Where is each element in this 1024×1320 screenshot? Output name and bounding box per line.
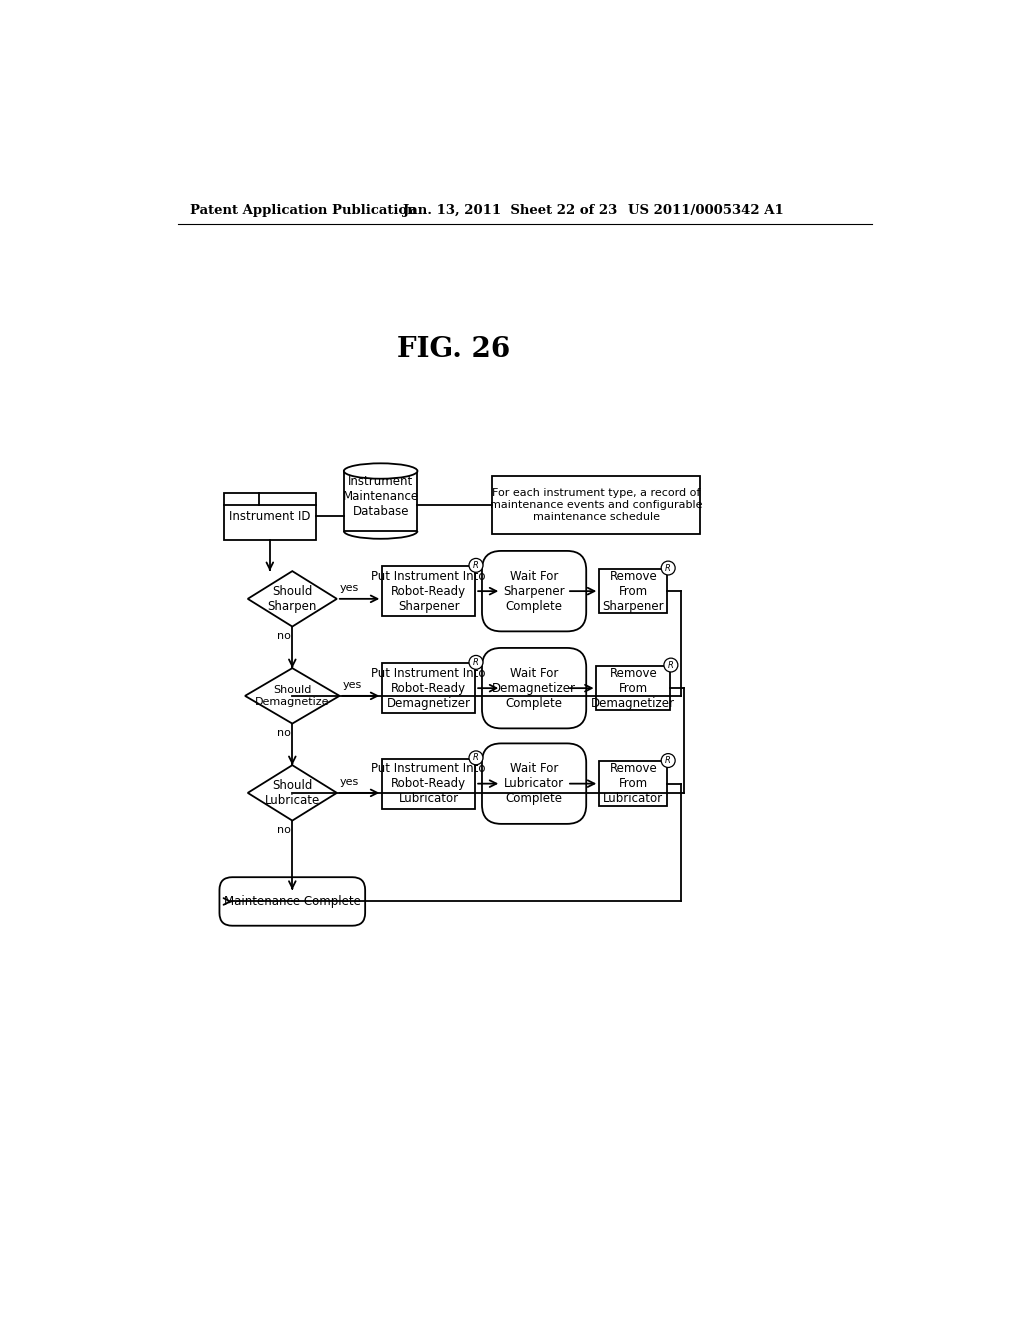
Text: Jan. 13, 2011  Sheet 22 of 23: Jan. 13, 2011 Sheet 22 of 23 xyxy=(403,205,617,218)
Text: Remove
From
Demagnetizer: Remove From Demagnetizer xyxy=(591,667,675,710)
Text: yes: yes xyxy=(340,777,359,787)
Text: no: no xyxy=(276,825,291,836)
Ellipse shape xyxy=(344,463,418,479)
Text: Maintenance Complete: Maintenance Complete xyxy=(224,895,360,908)
Bar xyxy=(224,494,315,540)
Text: R: R xyxy=(668,660,674,669)
Circle shape xyxy=(469,751,483,764)
Text: R: R xyxy=(666,564,671,573)
FancyBboxPatch shape xyxy=(219,878,366,925)
Text: Instrument ID: Instrument ID xyxy=(229,510,310,523)
Text: Wait For
Demagnetizer
Complete: Wait For Demagnetizer Complete xyxy=(493,667,577,710)
Text: For each instrument type, a record of
maintenance events and configurable
mainte: For each instrument type, a record of ma… xyxy=(489,488,702,521)
Text: yes: yes xyxy=(340,583,359,593)
Bar xyxy=(382,566,475,616)
Bar xyxy=(493,477,700,533)
Bar xyxy=(344,471,418,531)
Circle shape xyxy=(469,558,483,573)
Text: no: no xyxy=(276,631,291,642)
Text: Instrument
Maintenance
Database: Instrument Maintenance Database xyxy=(343,475,419,517)
Bar xyxy=(599,569,668,614)
FancyBboxPatch shape xyxy=(482,550,586,631)
FancyBboxPatch shape xyxy=(482,648,586,729)
Text: Put Instrument Into
Robot-Ready
Lubricator: Put Instrument Into Robot-Ready Lubricat… xyxy=(372,762,486,805)
Circle shape xyxy=(664,659,678,672)
Circle shape xyxy=(469,656,483,669)
Text: Put Instrument Into
Robot-Ready
Sharpener: Put Instrument Into Robot-Ready Sharpene… xyxy=(372,570,486,612)
Text: Put Instrument Into
Robot-Ready
Demagnetizer: Put Instrument Into Robot-Ready Demagnet… xyxy=(372,667,486,710)
Text: R: R xyxy=(473,561,479,570)
Circle shape xyxy=(662,561,675,576)
Text: R: R xyxy=(473,657,479,667)
Text: no: no xyxy=(276,727,291,738)
Text: US 2011/0005342 A1: US 2011/0005342 A1 xyxy=(628,205,783,218)
Bar xyxy=(382,663,475,713)
Text: yes: yes xyxy=(343,680,361,690)
Text: Should
Sharpen: Should Sharpen xyxy=(267,585,317,612)
Text: Wait For
Sharpener
Complete: Wait For Sharpener Complete xyxy=(503,570,565,612)
Text: Should
Lubricate: Should Lubricate xyxy=(264,779,319,807)
Bar xyxy=(599,762,668,807)
FancyBboxPatch shape xyxy=(482,743,586,824)
Text: Remove
From
Sharpener: Remove From Sharpener xyxy=(602,570,665,612)
Bar xyxy=(597,665,670,710)
Text: Remove
From
Lubricator: Remove From Lubricator xyxy=(603,762,664,805)
Polygon shape xyxy=(245,668,340,723)
Text: FIG. 26: FIG. 26 xyxy=(397,335,510,363)
Text: Patent Application Publication: Patent Application Publication xyxy=(190,205,417,218)
Text: R: R xyxy=(473,754,479,763)
Text: R: R xyxy=(666,756,671,766)
Polygon shape xyxy=(248,572,337,627)
Polygon shape xyxy=(248,766,337,821)
Text: Should
Demagnetize: Should Demagnetize xyxy=(255,685,330,706)
Circle shape xyxy=(662,754,675,767)
Bar xyxy=(382,759,475,809)
Text: Wait For
Lubricator
Complete: Wait For Lubricator Complete xyxy=(504,762,564,805)
